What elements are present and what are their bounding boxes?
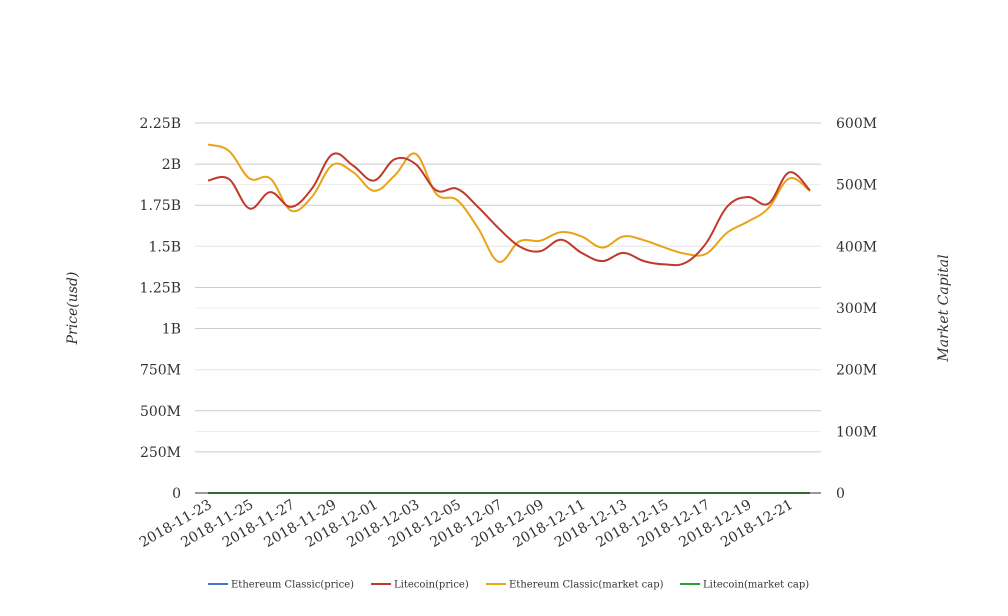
series-lines [207,143,811,495]
y-tick-left-label: 750M [140,363,181,379]
y-tick-left-label: 1B [162,322,181,338]
left-y-axis: 0 250M 500M 750M 1B 1.25B 1.5B 1.75B 2B 2.25B [140,116,181,502]
legend-label: Litecoin(price) [394,580,469,591]
legend-label: Litecoin(market cap) [703,580,809,591]
y-tick-right-label: 0 [836,486,845,502]
right-axis-title: Market Capital [936,254,952,362]
legend-label: Ethereum Classic(price) [231,580,354,591]
left-axis-title: Price(usd) [65,272,81,346]
y-tick-right-label: 100M [836,424,877,440]
y-tick-left-label: 0 [172,486,181,502]
y-tick-left-label: 1.75B [140,198,181,214]
legend-label: Ethereum Classic(market cap) [509,580,664,591]
series-line-ethereum-classic-market-cap [207,143,811,263]
y-tick-left-label: 1.25B [140,280,181,296]
y-tick-right-label: 300M [836,301,877,317]
y-tick-right-label: 600M [836,116,877,132]
series-line-litecoin-price [207,152,811,267]
y-tick-left-label: 1.5B [148,239,181,255]
legend: Ethereum Classic(price) Litecoin(price) Et… [208,580,809,591]
x-axis: 2018-11-232018-11-252018-11-272018-11-29… [137,497,796,551]
y-tick-left-label: 2.25B [140,116,181,132]
y-tick-left-label: 2B [162,157,181,173]
y-tick-left-label: 500M [140,404,181,420]
right-y-axis: 0 100M 200M 300M 400M 500M 600M [836,116,877,502]
y-tick-right-label: 500M [836,178,877,194]
y-tick-right-label: 200M [836,363,877,379]
gridlines [195,122,821,453]
y-tick-left-label: 250M [140,445,181,461]
y-tick-right-label: 400M [836,239,877,255]
